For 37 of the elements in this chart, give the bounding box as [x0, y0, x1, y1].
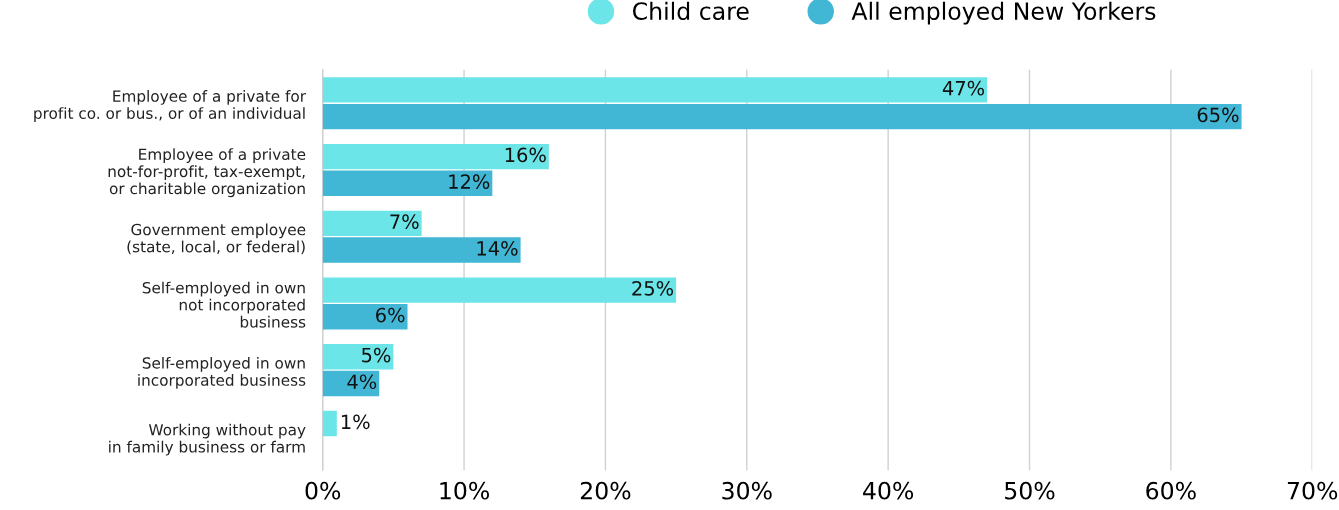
data-label: 47%	[942, 80, 985, 96]
data-label: 6%	[376, 307, 405, 323]
data-label: 5%	[362, 347, 391, 363]
y-tick-label: Self-employed in own not incorporated business	[142, 281, 306, 328]
bar	[322, 103, 1242, 130]
data-label: 16%	[505, 147, 546, 163]
legend-label: All employed New Yorkers	[851, 1, 1156, 25]
bar	[322, 77, 988, 103]
bar	[322, 410, 337, 437]
y-tick-label: Working without pay in family business or farm	[109, 423, 306, 456]
legend-label: Child care	[632, 1, 749, 21]
data-label: 65%	[1197, 107, 1239, 123]
data-label: 1%	[341, 414, 370, 430]
data-label: 12%	[449, 174, 490, 189]
bar	[322, 237, 521, 263]
bar	[322, 210, 422, 237]
x-tick-label: 40%	[863, 481, 914, 500]
x-tick-label: 30%	[722, 481, 772, 500]
bar	[322, 344, 394, 370]
x-tick-label: 20%	[580, 481, 631, 500]
data-label: 25%	[632, 281, 674, 296]
bar	[322, 277, 677, 303]
x-tick-label: 50%	[1005, 481, 1055, 500]
y-tick-label: Self-employed in own incorporated business	[138, 356, 306, 389]
bar	[322, 170, 493, 196]
data-label: 14%	[477, 240, 518, 256]
x-tick-label: 60%	[1146, 481, 1196, 500]
data-label: 4%	[347, 374, 377, 390]
x-tick-label: 70%	[1287, 481, 1338, 500]
y-tick-label: Government employee (state, local, or federal)	[127, 223, 306, 255]
bar	[322, 304, 408, 330]
y-tick-label: Employee of a private for profit co. or bus., or of an individual	[34, 90, 307, 122]
data-label: 7%	[390, 214, 419, 229]
bar	[322, 143, 549, 170]
x-tick-label: 10%	[440, 481, 489, 500]
x-tick-label: 0%	[305, 481, 341, 500]
y-tick-label: Employee of a private not-for-profit, tax-exempt, or charitable organization	[108, 148, 306, 198]
